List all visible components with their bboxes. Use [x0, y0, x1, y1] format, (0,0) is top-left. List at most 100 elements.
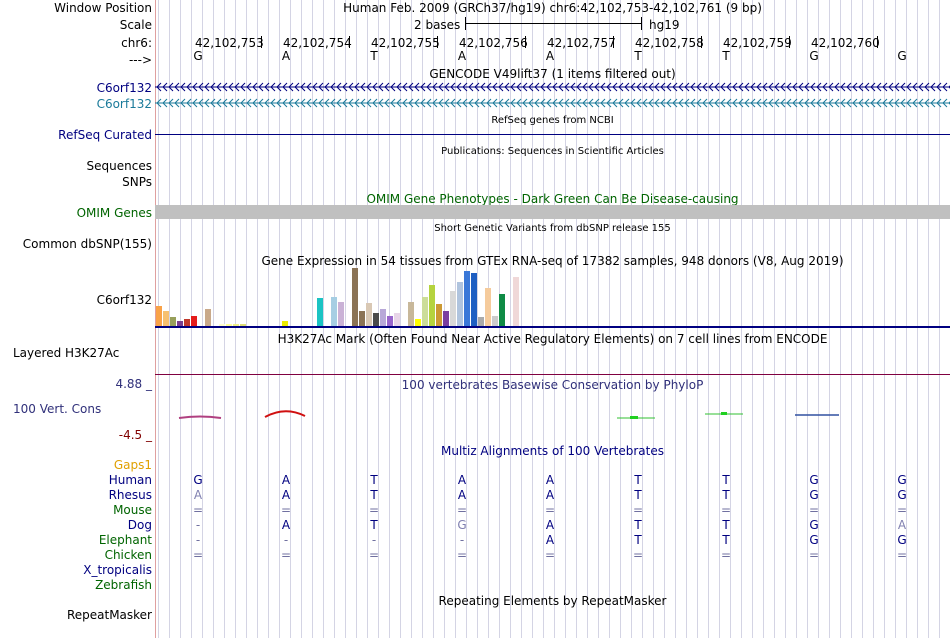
refseq-track-label[interactable]: RefSeq Curated: [58, 128, 152, 142]
gtex-bar-chart[interactable]: [155, 267, 950, 326]
strand-label: --->: [128, 53, 152, 67]
alignment-base: A: [281, 518, 291, 532]
dbsnp-track-title[interactable]: Short Genetic Variants from dbSNP releas…: [434, 223, 671, 234]
gtex-tissue-bar[interactable]: [177, 321, 183, 326]
dbsnp-track-label[interactable]: Common dbSNP(155): [22, 237, 152, 251]
publications-track-title[interactable]: Publications: Sequences in Scientific Ar…: [441, 146, 664, 157]
gridline: [664, 0, 665, 638]
multiz-species-rhesus[interactable]: Rhesus: [108, 488, 152, 502]
gtex-tissue-bar[interactable]: [240, 324, 246, 326]
multiz-species-dog[interactable]: Dog: [127, 518, 152, 532]
phylop-track-label[interactable]: 100 Vert. Cons: [13, 402, 102, 416]
gtex-tissue-bar[interactable]: [422, 297, 428, 326]
reference-base: T: [634, 49, 642, 63]
gtex-tissue-bar[interactable]: [457, 282, 463, 326]
gtex-tissue-bar[interactable]: [485, 288, 491, 326]
gtex-tissue-bar[interactable]: [415, 319, 421, 326]
gtex-track-label[interactable]: C6orf132: [96, 293, 152, 307]
multiz-species-zebrafish[interactable]: Zebrafish: [95, 578, 152, 592]
gtex-tissue-bar[interactable]: [492, 316, 498, 326]
alignment-base: =: [368, 548, 380, 562]
gtex-tissue-bar[interactable]: [499, 294, 505, 326]
omim-gene-bar[interactable]: [155, 205, 950, 219]
window-position-label: Window Position: [54, 1, 152, 15]
alignment-base: =: [632, 548, 644, 562]
omim-track-label[interactable]: OMIM Genes: [76, 206, 152, 220]
alignment-base: =: [808, 503, 820, 517]
alignment-base: =: [720, 503, 732, 517]
h3k27ac-signal-line[interactable]: [155, 374, 950, 375]
alignment-base: A: [457, 488, 467, 502]
gtex-tissue-bar[interactable]: [387, 316, 393, 326]
gtex-tissue-bar[interactable]: [191, 316, 197, 326]
gtex-tissue-bar[interactable]: [478, 317, 484, 326]
gtex-tissue-bar[interactable]: [394, 313, 400, 326]
gtex-tissue-bar[interactable]: [219, 324, 225, 326]
alignment-base: A: [545, 473, 555, 487]
gtex-tissue-bar[interactable]: [226, 324, 232, 326]
gtex-tissue-bar[interactable]: [156, 306, 162, 326]
reference-base: T: [722, 49, 730, 63]
gtex-tissue-bar[interactable]: [429, 285, 435, 326]
repeatmasker-track-label[interactable]: RepeatMasker: [66, 608, 152, 622]
gtex-tissue-bar[interactable]: [233, 324, 239, 326]
alignment-base: A: [457, 473, 467, 487]
gtex-tissue-bar[interactable]: [464, 271, 470, 326]
h3k27ac-track-label[interactable]: Layered H3K27Ac: [13, 346, 120, 360]
multiz-species-mouse[interactable]: Mouse: [113, 503, 152, 517]
gridline: [818, 0, 819, 638]
gtex-tissue-bar[interactable]: [373, 313, 379, 326]
alignment-base: =: [280, 548, 292, 562]
gencode-transcript-2[interactable]: [155, 97, 950, 109]
gtex-tissue-bar[interactable]: [317, 298, 323, 326]
gencode-track-title[interactable]: GENCODE V49lift37 (1 items filtered out): [429, 67, 676, 81]
gtex-tissue-bar[interactable]: [380, 309, 386, 326]
multiz-species-elephant[interactable]: Elephant: [98, 533, 152, 547]
gtex-track-title[interactable]: Gene Expression in 54 tissues from GTEx …: [261, 254, 844, 268]
alignment-base: =: [280, 503, 292, 517]
publications-sequences-label[interactable]: Sequences: [86, 159, 152, 173]
repeatmasker-track-title[interactable]: Repeating Elements by RepeatMasker: [438, 594, 667, 608]
refseq-gene-line[interactable]: [155, 134, 950, 135]
gencode-transcript-1[interactable]: [155, 81, 950, 93]
multiz-species-chicken[interactable]: Chicken: [104, 548, 152, 562]
gtex-tissue-bar[interactable]: [163, 311, 169, 326]
gridline: [543, 0, 544, 638]
gtex-tissue-bar[interactable]: [184, 319, 190, 326]
gtex-tissue-bar[interactable]: [471, 273, 477, 326]
gencode-item-label-1[interactable]: C6orf132: [96, 81, 152, 95]
gtex-tissue-bar[interactable]: [408, 302, 414, 326]
gtex-tissue-bar[interactable]: [331, 297, 337, 326]
multiz-gaps-label[interactable]: Gaps1: [113, 458, 152, 472]
gtex-tissue-bar[interactable]: [436, 304, 442, 326]
gridline: [598, 0, 599, 638]
phylop-signal[interactable]: [155, 400, 950, 430]
alignment-base: T: [722, 518, 730, 532]
gtex-tissue-bar[interactable]: [338, 302, 344, 326]
gtex-tissue-bar[interactable]: [359, 311, 365, 326]
gtex-tissue-bar[interactable]: [450, 291, 456, 326]
gtex-tissue-bar[interactable]: [352, 268, 358, 326]
gtex-tissue-bar[interactable]: [170, 317, 176, 326]
publications-snps-label[interactable]: SNPs: [122, 175, 152, 189]
gtex-tissue-bar[interactable]: [205, 309, 211, 326]
reference-base: A: [281, 49, 291, 63]
gridline: [235, 0, 236, 638]
omim-track-title[interactable]: OMIM Gene Phenotypes - Dark Green Can Be…: [366, 192, 739, 206]
h3k27ac-track-title[interactable]: H3K27Ac Mark (Often Found Near Active Re…: [277, 332, 828, 346]
phylop-track-title[interactable]: 100 vertebrates Basewise Conservation by…: [401, 378, 704, 392]
multiz-track-title[interactable]: Multiz Alignments of 100 Vertebrates: [440, 444, 665, 458]
gridline: [312, 0, 313, 638]
gtex-tissue-bar[interactable]: [282, 321, 288, 326]
gencode-item-label-2[interactable]: C6orf132: [96, 97, 152, 111]
gtex-tissue-bar[interactable]: [443, 311, 449, 326]
gtex-tissue-bar[interactable]: [513, 277, 519, 326]
ruler-tick: [437, 36, 438, 48]
gtex-tissue-bar[interactable]: [366, 303, 372, 326]
multiz-species-human[interactable]: Human: [108, 473, 152, 487]
scale-assembly-text: hg19: [649, 18, 680, 32]
multiz-species-x-tropicalis[interactable]: X_tropicalis: [83, 563, 152, 577]
ruler-tick: [877, 36, 878, 48]
refseq-track-title[interactable]: RefSeq genes from NCBI: [491, 115, 614, 126]
gridline: [587, 0, 588, 638]
